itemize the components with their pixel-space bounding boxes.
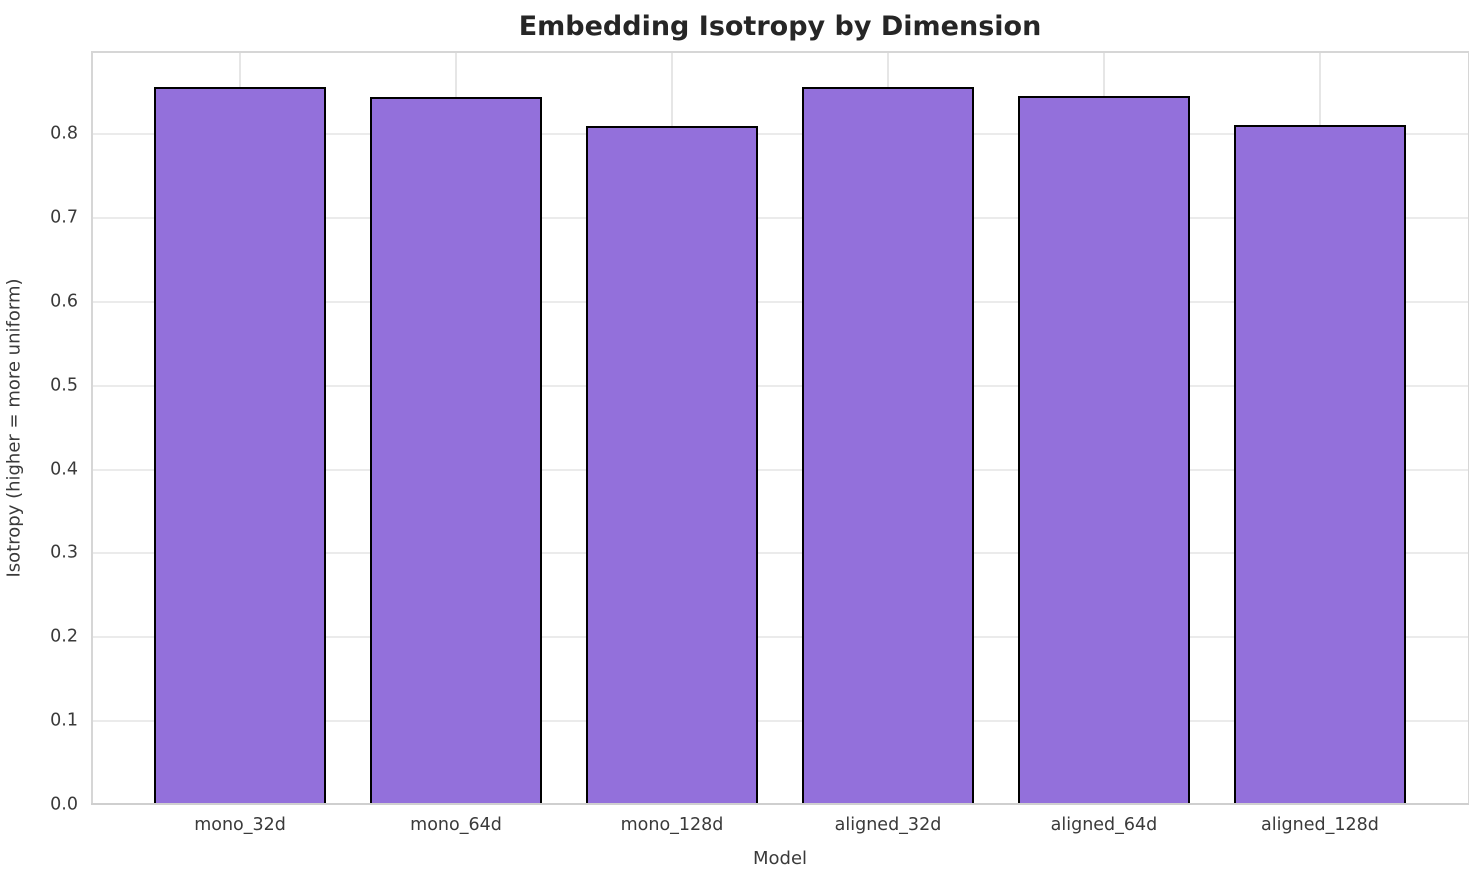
x-tick-label: mono_128d xyxy=(620,815,724,835)
h-gridline xyxy=(91,636,1469,639)
y-tick-label: 0.7 xyxy=(50,207,78,228)
h-gridline xyxy=(91,300,1469,303)
h-gridline xyxy=(91,552,1469,555)
x-tick-label: aligned_64d xyxy=(1050,815,1158,835)
bar-mono_64d xyxy=(369,97,543,805)
x-tick-label: mono_64d xyxy=(410,815,502,835)
h-gridline xyxy=(91,720,1469,723)
x-tick-label: aligned_128d xyxy=(1261,815,1379,835)
y-tick-label: 0.8 xyxy=(50,123,78,144)
x-tick-label: aligned_32d xyxy=(834,815,942,835)
h-gridline xyxy=(91,384,1469,387)
bar-aligned_64d xyxy=(1017,96,1191,805)
h-gridline xyxy=(91,133,1469,136)
bottom-spine xyxy=(91,803,1469,805)
bar-aligned_128d xyxy=(1233,124,1407,805)
chart-title: Embedding Isotropy by Dimension xyxy=(518,11,1042,42)
y-tick-label: 0.0 xyxy=(50,794,78,815)
y-tick-label: 0.2 xyxy=(50,626,78,647)
y-axis-label: Isotropy (higher = more uniform) xyxy=(3,278,25,578)
left-spine xyxy=(91,51,93,805)
y-tick-label: 0.4 xyxy=(50,458,78,479)
bar-aligned_32d xyxy=(801,87,975,805)
x-tick-label: mono_32d xyxy=(194,815,286,835)
y-tick-label: 0.6 xyxy=(50,291,78,312)
right-spine xyxy=(1467,51,1469,805)
bar-mono_32d xyxy=(153,87,327,805)
y-tick-label: 0.3 xyxy=(50,542,78,563)
h-gridline xyxy=(91,216,1469,219)
y-tick-label: 0.5 xyxy=(50,374,78,395)
plot-area xyxy=(91,51,1469,805)
h-gridline xyxy=(91,468,1469,471)
y-tick-label: 0.1 xyxy=(50,710,78,731)
top-spine xyxy=(91,51,1469,53)
x-axis-label: Model xyxy=(752,848,808,869)
bar-mono_128d xyxy=(585,125,759,805)
